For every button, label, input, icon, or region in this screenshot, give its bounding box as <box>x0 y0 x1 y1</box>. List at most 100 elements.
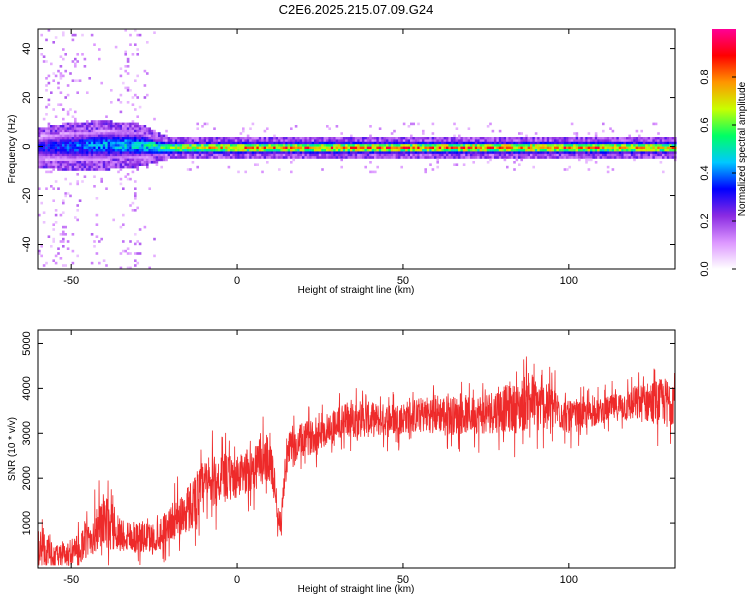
heatmap-cell <box>539 146 543 150</box>
heatmap-cell <box>614 153 617 157</box>
heatmap-cell <box>62 165 65 169</box>
heatmap-cell <box>366 149 370 152</box>
heatmap-cell <box>237 139 240 142</box>
heatmap-cell <box>292 153 295 157</box>
heatmap-cell <box>318 139 322 142</box>
heatmap-cell <box>237 141 240 145</box>
heatmap-cell <box>671 153 675 157</box>
heatmap-cell <box>575 151 579 154</box>
heatmap-cell <box>422 149 425 152</box>
heatmap-cell <box>52 151 55 154</box>
heatmap-cell <box>642 141 646 145</box>
heatmap-cell <box>515 146 519 150</box>
heatmap-cell <box>659 141 663 145</box>
heatmap-cell <box>38 127 41 130</box>
heatmap-cell <box>383 137 387 140</box>
heatmap-cell <box>539 144 543 147</box>
heatmap-cell <box>542 144 545 147</box>
heatmap-cell <box>321 146 324 150</box>
heatmap-cell <box>472 139 475 142</box>
heatmap-cell <box>119 110 123 114</box>
heatmap-cell <box>66 134 70 138</box>
heatmap-cell <box>618 141 622 145</box>
heatmap-cell <box>273 146 276 150</box>
heatmap-cell <box>290 146 293 150</box>
heatmap-cell <box>143 153 147 157</box>
heatmap-cell <box>167 149 171 152</box>
heatmap-cell <box>302 139 305 142</box>
heatmap-cell <box>251 137 255 140</box>
heatmap-cell <box>582 139 586 142</box>
heatmap-cell <box>357 137 360 140</box>
heatmap-cell <box>582 144 586 147</box>
heatmap-cell <box>635 137 639 140</box>
heatmap-cell <box>172 151 175 154</box>
heatmap-cell <box>69 132 72 135</box>
heatmap-cell <box>369 144 372 147</box>
heatmap-cell <box>374 144 377 147</box>
heatmap-cell <box>184 144 187 147</box>
heatmap-cell <box>110 122 113 126</box>
heatmap-cell <box>148 132 151 135</box>
heatmap-cell <box>62 149 65 152</box>
heatmap-cell <box>563 144 567 147</box>
heatmap-cell <box>369 141 372 145</box>
heatmap-cell <box>472 156 475 159</box>
heatmap-cell <box>107 122 111 126</box>
heatmap-cell <box>532 139 535 142</box>
heatmap-cell <box>525 144 528 147</box>
heatmap-cell <box>345 139 348 142</box>
heatmap-cell <box>124 156 127 159</box>
heatmap-cell <box>242 149 245 152</box>
heatmap-cell <box>671 156 675 159</box>
heatmap-cell <box>513 146 516 150</box>
heatmap-cell <box>611 153 615 157</box>
heatmap-cell <box>71 127 75 130</box>
heatmap-cell <box>129 33 132 37</box>
heatmap-cell <box>107 132 111 135</box>
heatmap-cell <box>465 139 468 142</box>
heatmap-cell <box>503 144 507 147</box>
heatmap-cell <box>225 141 228 145</box>
heatmap-cell <box>410 134 413 138</box>
heatmap-cell <box>81 53 84 56</box>
heatmap-cell <box>525 137 528 140</box>
heatmap-cell <box>160 151 163 154</box>
heatmap-cell <box>306 144 310 147</box>
heatmap-cell <box>549 146 552 150</box>
heatmap-cell <box>616 151 619 154</box>
heatmap-cell <box>549 151 552 154</box>
heatmap-cell <box>568 156 571 159</box>
heatmap-cell <box>642 144 646 147</box>
heatmap-cell <box>290 153 293 157</box>
heatmap-cell <box>350 153 353 157</box>
heatmap-cell <box>256 137 259 140</box>
heatmap-cell <box>542 141 545 145</box>
heatmap-cell <box>90 137 94 140</box>
heatmap-cell <box>414 153 418 157</box>
heatmap-cell <box>81 134 84 138</box>
heatmap-cell <box>582 156 586 159</box>
heatmap-cell <box>52 129 55 133</box>
heatmap-cell <box>208 156 211 159</box>
heatmap-cell <box>114 137 118 140</box>
heatmap-cell <box>551 144 555 147</box>
heatmap-cell <box>318 141 322 145</box>
heatmap-cell <box>450 141 454 145</box>
heatmap-cell <box>81 33 84 37</box>
heatmap-cell <box>522 137 526 140</box>
heatmap-cell <box>76 168 79 171</box>
heatmap-cell <box>450 146 454 150</box>
heatmap-cell <box>45 161 48 164</box>
heatmap-cell <box>119 156 123 159</box>
heatmap-cell <box>669 151 672 154</box>
heatmap-cell <box>220 153 223 157</box>
heatmap-cell <box>69 161 72 164</box>
heatmap-cell <box>45 89 48 92</box>
heatmap-cell <box>134 151 137 154</box>
heatmap-cell <box>131 151 135 154</box>
heatmap-cell <box>618 137 622 140</box>
heatmap-cell <box>554 153 557 157</box>
heatmap-cell <box>83 175 87 178</box>
heatmap-cell <box>623 146 627 150</box>
